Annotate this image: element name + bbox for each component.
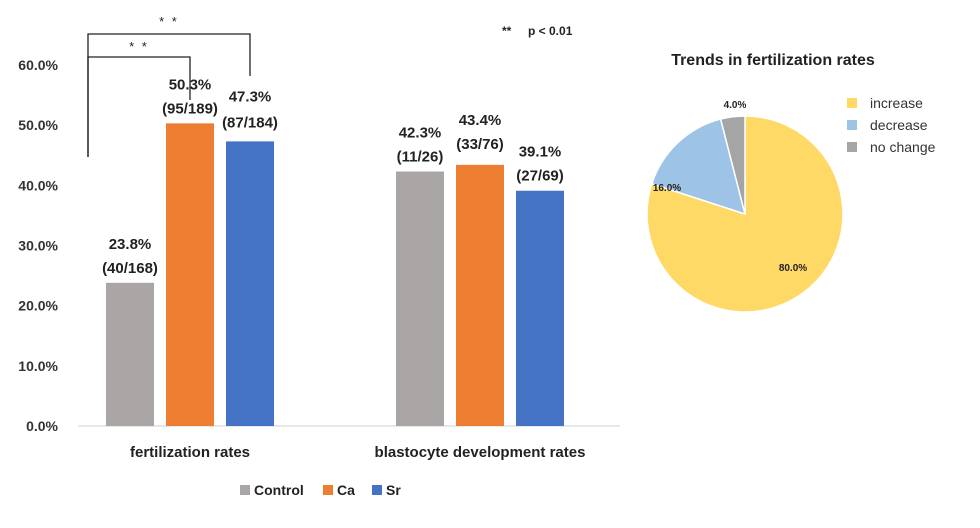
bar-value-label: 43.4% [459,112,502,129]
bar-sr [516,190,564,426]
bar-control [396,171,444,426]
pie-legend-label-increase: increase [870,95,923,111]
pie-title: Trends in fertilization rates [671,52,875,69]
bar-ratio-label: (27/69) [516,168,564,185]
pie-legend-swatch-no-change [847,142,857,152]
pie-slice-label: 16.0% [653,183,681,194]
pie-slice-no-change [719,115,746,215]
pie-legend-label-decrease: decrease [870,117,928,133]
bar-control [106,282,154,426]
pie-legend-label-no-change: no change [870,139,936,155]
pie-slice-decrease [650,118,747,216]
significance-bracket [87,33,251,157]
bar-chart: 0.0% 10.0% 20.0% 30.0% 40.0% 50.0% 60.0% 23.8%… [18,14,620,498]
pie-chart: Trends in fertilization rates 80.0% 16.0%… [646,52,936,313]
legend-label-ca: Ca [337,482,355,498]
category-labels: fertilization rates blastocyte developmen… [130,444,585,461]
pie-labels: 80.0% 16.0% 4.0% [653,100,807,274]
pie-slice-label: 4.0% [724,100,747,111]
legend-swatch-sr [372,485,382,495]
x-category-label: blastocyte development rates [375,444,586,461]
y-tick-label: 40.0% [18,177,58,193]
bar-value-label: 42.3% [399,124,442,141]
bar-ca [166,123,214,426]
y-tick-label: 20.0% [18,298,58,314]
legend-swatch-ca [323,485,333,495]
bar-value-label: 39.1% [519,144,562,161]
significance-note-marker: ** [502,24,512,38]
pie-slices [646,115,844,313]
bar-ca [456,164,504,427]
bar-ratio-label: (87/184) [222,114,278,131]
legend-label-sr: Sr [386,482,401,498]
y-tick-label: 30.0% [18,238,58,254]
y-tick-label: 50.0% [18,117,58,133]
significance-note-text: p < 0.01 [528,24,573,38]
significance-note: ** p < 0.01 [502,24,573,38]
bar-ratio-label: (40/168) [102,260,158,277]
y-tick-label: 10.0% [18,358,58,374]
bar-ratio-label: (95/189) [162,100,218,117]
bars [106,123,564,427]
significance-marker: * * [129,39,149,54]
bar-legend: Control Ca Sr [240,482,401,498]
pie-legend-swatch-decrease [847,120,857,130]
bar-value-label: 23.8% [109,236,152,253]
bar-ratio-label: (11/26) [397,148,444,165]
y-tick-label: 0.0% [26,418,58,434]
x-category-label: fertilization rates [130,444,250,461]
significance-marker: * * [159,14,179,29]
pie-legend: increase decrease no change [847,95,936,155]
legend-label-control: Control [254,482,304,498]
y-axis: 0.0% 10.0% 20.0% 30.0% 40.0% 50.0% 60.0% [18,57,58,434]
bar-value-label: 47.3% [229,88,272,105]
significance-brackets: * * * * [87,14,251,157]
y-tick-label: 60.0% [18,57,58,73]
bar-labels: 23.8%(40/168)42.3%(11/26)50.3%(95/189)43… [102,76,564,276]
pie-slice-label: 80.0% [779,263,807,274]
bar-sr [226,141,274,426]
bar-ratio-label: (33/76) [456,136,504,153]
legend-swatch-control [240,485,250,495]
pie-legend-swatch-increase [847,98,857,108]
